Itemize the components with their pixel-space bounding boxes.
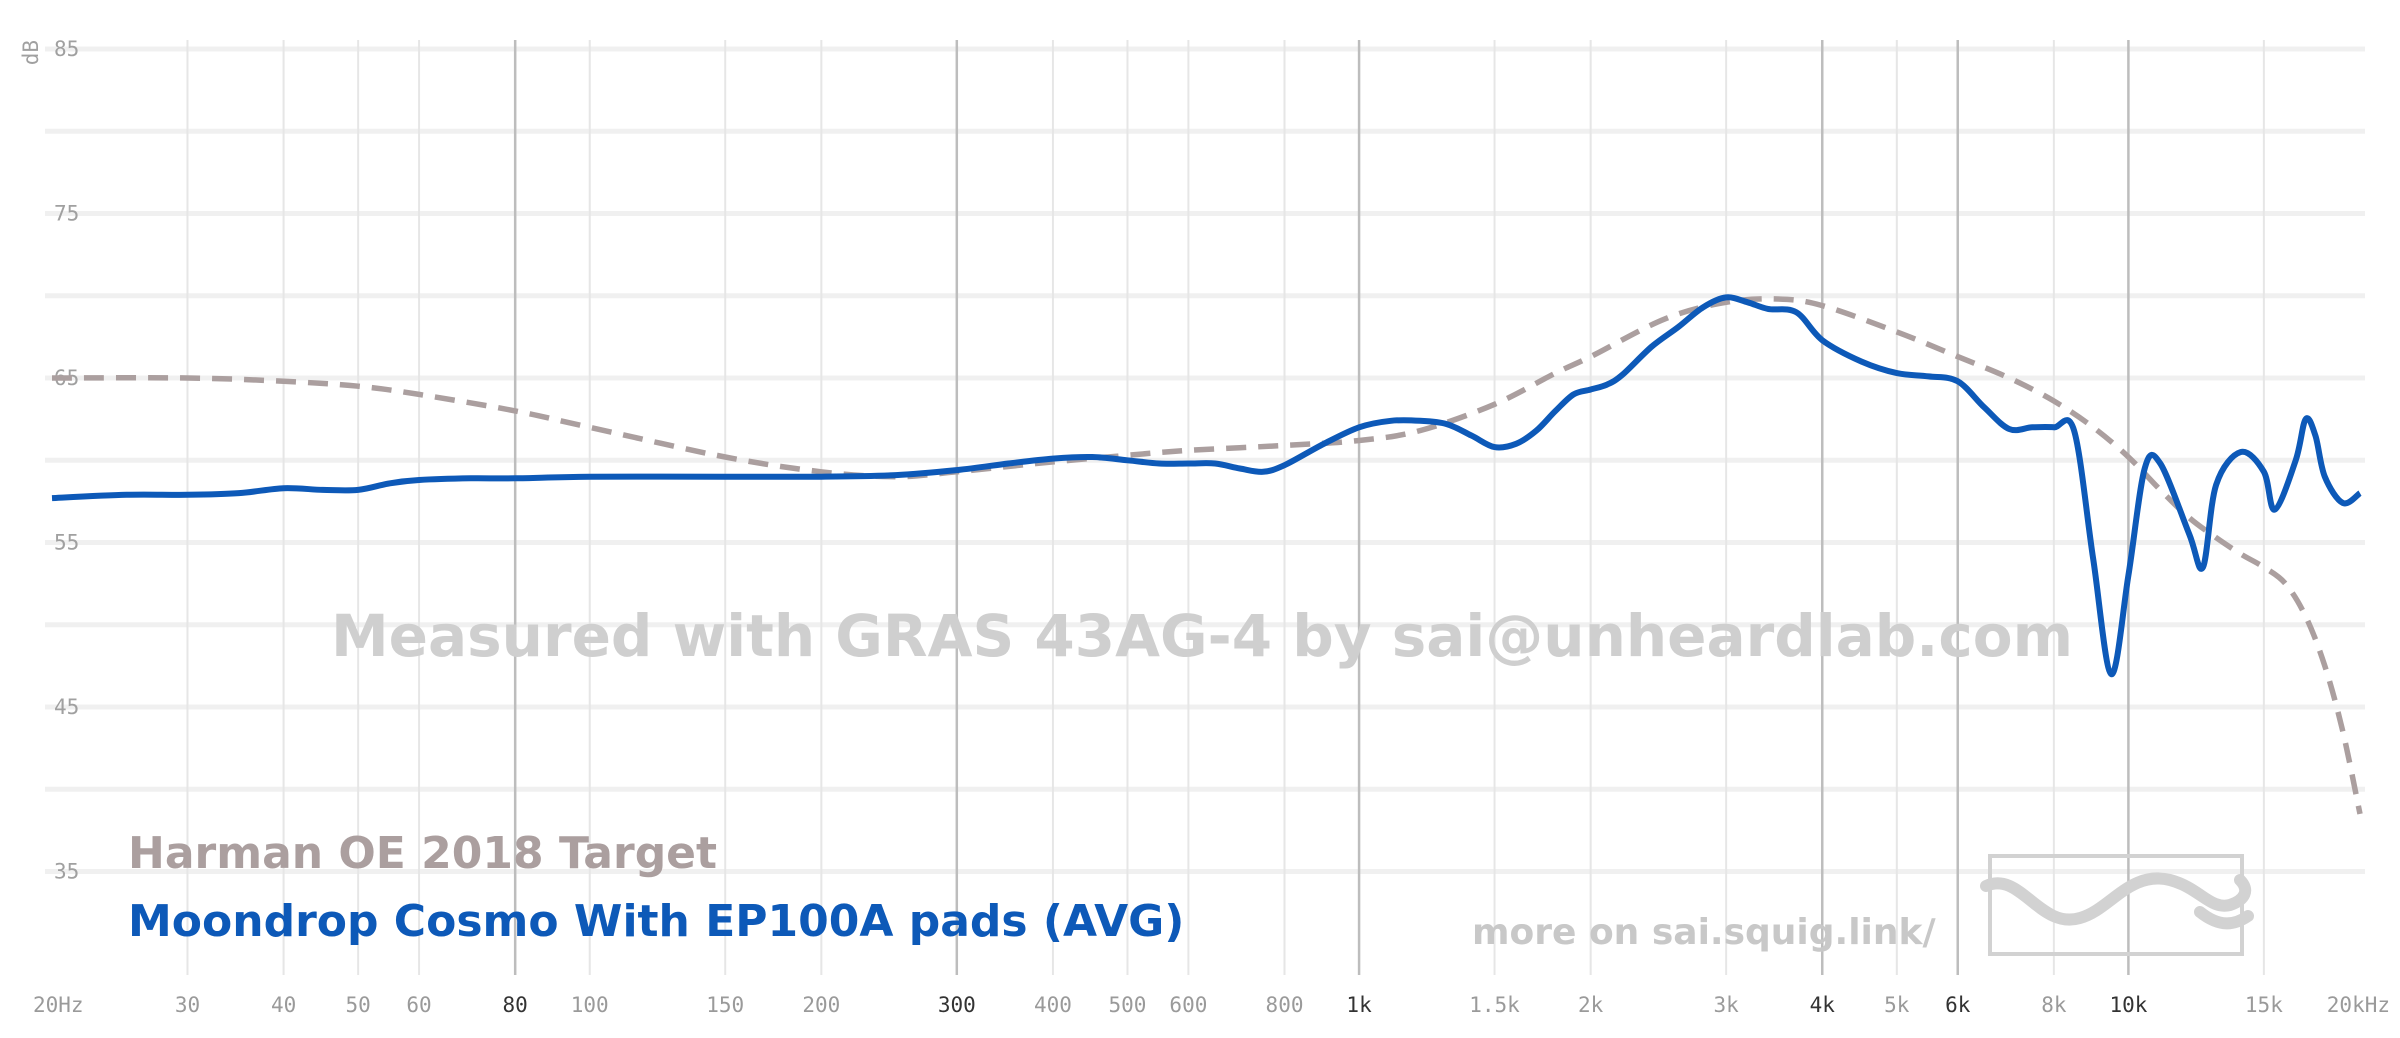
x-tick-label: 100 <box>571 993 609 1017</box>
x-tick-label: 15k <box>2245 993 2283 1017</box>
x-tick-label: 1k <box>1346 993 1372 1017</box>
x-tick-label: 400 <box>1034 993 1072 1017</box>
x-tick-label: 3k <box>1713 993 1739 1017</box>
squiglink-logo-icon <box>1980 854 2254 956</box>
y-tick-label: 75 <box>54 202 79 226</box>
vertical-gridlines <box>186 40 2265 975</box>
x-tick-label: 600 <box>1169 993 1207 1017</box>
site-link-text[interactable]: more on sai.squig.link/ <box>1472 912 1936 953</box>
legend-entry-headphone[interactable]: Moondrop Cosmo With EP100A pads (AVG) <box>128 896 1184 947</box>
measurement-watermark: Measured with GRAS 43AG-4 by sai@unheard… <box>331 602 2073 670</box>
x-tick-label: 10k <box>2109 993 2147 1017</box>
x-tick-label: 500 <box>1109 993 1147 1017</box>
y-tick-label: 85 <box>54 37 79 61</box>
x-tick-label: 30 <box>175 993 200 1017</box>
x-tick-label: 50 <box>346 993 371 1017</box>
legend-entry-target[interactable]: Harman OE 2018 Target <box>128 828 717 879</box>
series-lines <box>51 294 2363 815</box>
x-tick-label: 6k <box>1945 993 1971 1017</box>
x-tick-label: 4k <box>1810 993 1836 1017</box>
x-tick-label: 20kHz <box>2327 993 2390 1017</box>
x-tick-label: 80 <box>503 993 528 1017</box>
x-axis-tick-labels: 20Hz 30 40 50 60 80 100 150 200 300 400 500 600 800 1k… <box>33 993 2390 1017</box>
x-tick-label: 40 <box>271 993 296 1017</box>
x-tick-label: 5k <box>1884 993 1910 1017</box>
target-curve-line <box>51 296 2363 815</box>
x-tick-label: 200 <box>802 993 840 1017</box>
x-tick-label: 1.5k <box>1469 993 1520 1017</box>
x-tick-label: 2k <box>1578 993 1604 1017</box>
y-axis-label: dB <box>19 40 43 65</box>
x-tick-label: 150 <box>706 993 744 1017</box>
measurement-curve-line <box>51 294 2362 678</box>
y-tick-label: 35 <box>54 860 79 884</box>
x-tick-label: 300 <box>938 993 976 1017</box>
x-tick-label: 20Hz <box>33 993 84 1017</box>
x-tick-label: 8k <box>2041 993 2067 1017</box>
y-tick-label: 45 <box>54 695 79 719</box>
y-tick-label: 55 <box>54 531 79 555</box>
x-tick-label: 60 <box>406 993 431 1017</box>
x-tick-label: 800 <box>1266 993 1304 1017</box>
